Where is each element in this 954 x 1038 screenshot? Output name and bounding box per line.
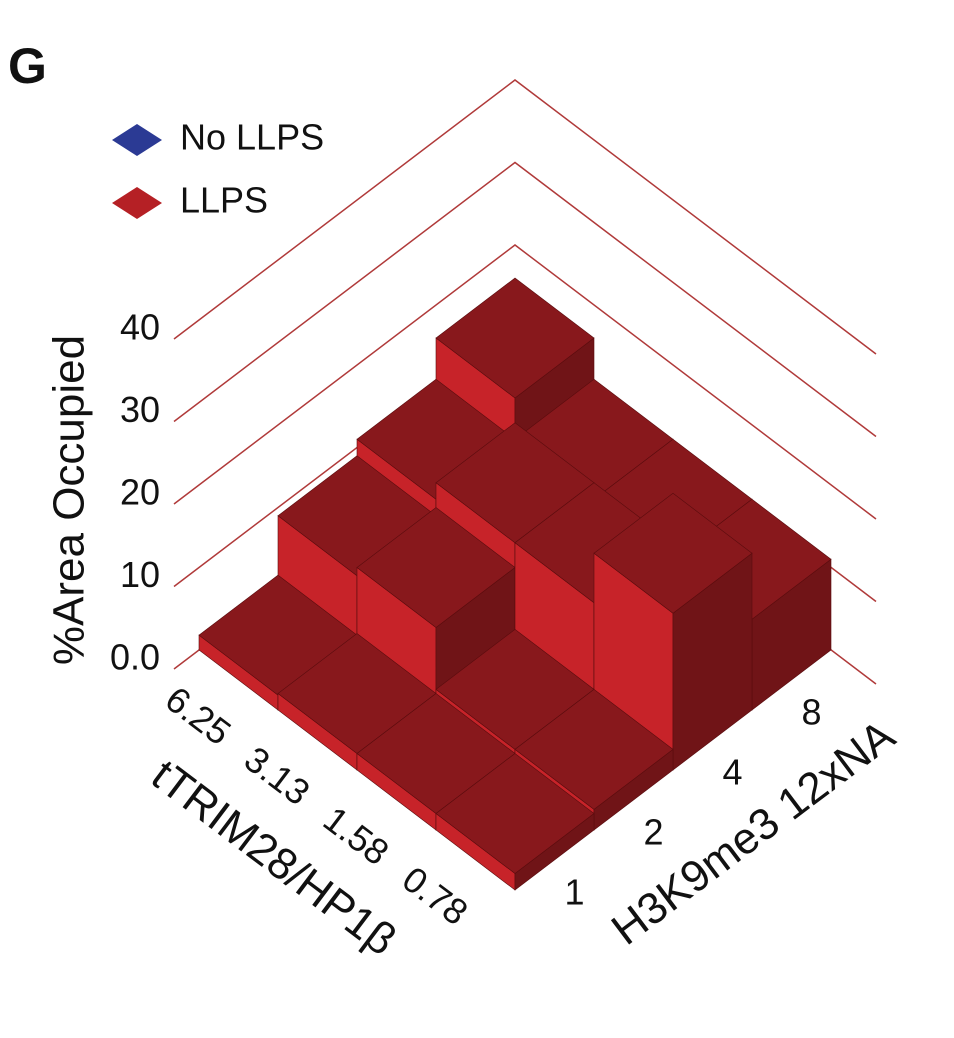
- legend-label: LLPS: [180, 180, 268, 221]
- z-tick-label: 4: [722, 752, 742, 793]
- y-tick-label: 10: [120, 554, 160, 595]
- bar-top-face: [356, 507, 516, 628]
- y-axis-title: %Area Occupied: [45, 335, 94, 665]
- grid-line: [173, 244, 877, 520]
- legend-marker: [112, 124, 162, 156]
- grid-line: [173, 79, 877, 355]
- bar-top-face: [435, 753, 595, 874]
- grid-line: [173, 161, 877, 438]
- z-tick-label: 8: [801, 692, 821, 733]
- y-tick-label: 30: [120, 389, 160, 430]
- z-tick-label: 1: [564, 872, 584, 913]
- legend-label: No LLPS: [180, 117, 324, 158]
- x-tick-label: 6.25: [158, 678, 239, 753]
- x-tick-label: 0.78: [395, 858, 476, 933]
- bar-top-face: [593, 492, 753, 614]
- bar-top-face: [514, 688, 674, 810]
- y-tick-label: 0.0: [110, 637, 160, 678]
- y-tick-label: 40: [120, 307, 160, 348]
- panel-label: G: [8, 38, 47, 94]
- y-tick-label: 20: [120, 472, 160, 513]
- z-tick-label: 2: [643, 812, 663, 853]
- bar-top-face: [435, 277, 595, 399]
- x-tick-label: 3.13: [237, 738, 318, 813]
- legend-marker: [112, 187, 162, 219]
- x-tick-label: 1.58: [316, 798, 397, 873]
- bar: [435, 753, 595, 891]
